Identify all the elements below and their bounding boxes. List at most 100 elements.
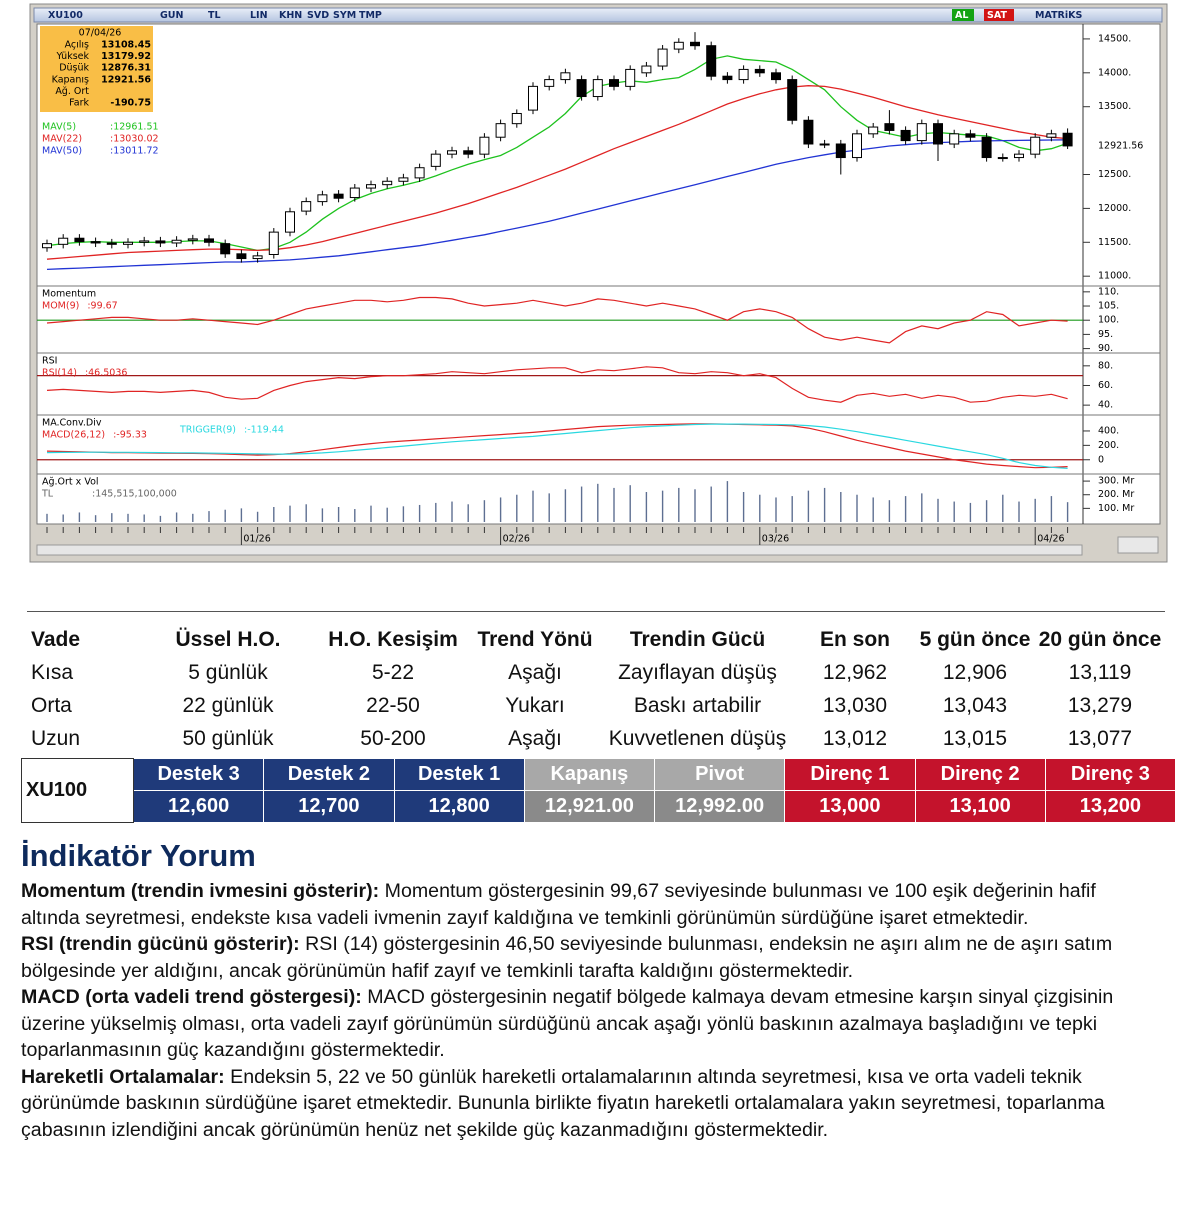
level-header: Direnç 1 xyxy=(784,758,916,791)
y-tick-label: 80. xyxy=(1098,360,1113,371)
candle-body xyxy=(204,238,214,243)
comment-title: İndikatör Yorum xyxy=(21,838,256,873)
comment-text: MACD göstergesinin negatif bölgede kalma… xyxy=(21,986,1114,1061)
header-cell: Üssel H.O. xyxy=(175,627,281,651)
level-value: 12,800 xyxy=(393,790,525,823)
level-value: 12,921.00 xyxy=(523,790,656,823)
legend-value: :-95.33 xyxy=(113,430,147,441)
candle-body xyxy=(576,79,587,98)
candle-body xyxy=(706,45,717,77)
level-value: 13,100 xyxy=(914,790,1046,823)
toolbar-item[interactable]: TMP xyxy=(359,10,382,21)
info-value: 12876.31 xyxy=(101,63,151,74)
toolbar-button xyxy=(952,9,974,21)
info-box xyxy=(40,26,153,112)
candle-body xyxy=(106,242,117,245)
toolbar-item[interactable]: LIN xyxy=(250,10,268,21)
row: Uzun 50 günlük 50-200 Aşağı Kuvvetlenen düşü… xyxy=(27,722,1165,755)
legend-name: MAV(50) xyxy=(42,146,82,157)
y-tick-label: 100. Mr xyxy=(1098,503,1134,514)
moving-average-line xyxy=(46,55,1068,252)
y-tick-label: 13500. xyxy=(1098,101,1131,112)
candle-body xyxy=(609,79,619,87)
toolbar xyxy=(33,7,1163,23)
panel-title: Ağ.Ort x Vol xyxy=(42,477,99,488)
info-label: Düşük xyxy=(59,63,89,74)
toolbar-item[interactable]: SYM xyxy=(333,10,356,21)
y-tick-label: 14000. xyxy=(1098,67,1131,78)
legend-name: TRIGGER(9) xyxy=(179,425,236,436)
candle-body xyxy=(511,112,522,125)
y-tick-label: 12500. xyxy=(1098,169,1131,180)
legend-value: :-119.44 xyxy=(244,425,284,436)
comment-paragraph: Momentum (trendin ivmesini gösterir): Mo… xyxy=(21,878,1136,931)
candle-body xyxy=(236,253,247,260)
cell: 50 günlük xyxy=(182,726,274,750)
cell: 22-50 xyxy=(366,693,420,717)
y-tick-label: 95. xyxy=(1098,329,1113,340)
toolbar-item[interactable]: MATRiKS xyxy=(1035,10,1082,21)
cell: Kuvvetlenen düşüş xyxy=(608,726,787,750)
candle-body xyxy=(997,157,1008,160)
level-value: 13,000 xyxy=(784,790,916,823)
candle-body xyxy=(171,239,182,244)
legend-name: MACD(26,12) xyxy=(42,430,105,441)
moving-average-line xyxy=(46,139,1068,271)
level-header-row: XU100 Destek 3 Destek 2 Destek 1 Kapanış Pivo… xyxy=(21,758,1177,823)
cell: Baskı artabilir xyxy=(633,693,762,717)
row: Orta 22 günlük 22-50 Yukarı Baskı artabilir 1… xyxy=(27,689,1165,722)
toolbar-item[interactable]: XU100 xyxy=(48,10,83,21)
candle-body xyxy=(900,129,911,142)
cell: 22 günlük xyxy=(182,693,274,717)
cell: 13,012 xyxy=(822,726,888,750)
legend-value: :46.5036 xyxy=(85,368,128,379)
candle-body xyxy=(317,194,328,203)
candle-body xyxy=(301,201,312,212)
nav-buttons[interactable] xyxy=(1117,536,1159,554)
comment-paragraph: Hareketli Ortalamalar: Endeksin 5, 22 ve… xyxy=(21,1064,1136,1144)
toolbar-item[interactable]: AL xyxy=(955,10,968,21)
index-name: XU100 xyxy=(21,758,134,823)
header-cell: Trend Yönü xyxy=(477,627,593,651)
comment-lead: Momentum (trendin ivmesini gösterir): xyxy=(21,880,380,902)
scrollbar xyxy=(36,544,1083,556)
toolbar-item[interactable]: SAT xyxy=(987,10,1007,21)
toolbar-item[interactable]: SVD xyxy=(307,10,329,21)
toolbar-item[interactable]: TL xyxy=(208,10,221,21)
toolbar-button xyxy=(984,9,1014,21)
candle-body xyxy=(981,136,992,159)
candle-body xyxy=(722,75,733,81)
level-header: Kapanış xyxy=(523,758,656,791)
candle-body xyxy=(544,79,555,87)
x-tick-label: 01/26 xyxy=(243,534,270,545)
candle-body xyxy=(187,238,198,241)
candle-body xyxy=(819,143,830,146)
cell: Zayıflayan düşüş xyxy=(618,660,777,684)
candle-body xyxy=(528,85,538,111)
candle-body xyxy=(268,231,279,255)
candle-body xyxy=(625,68,636,87)
readout-name: TL xyxy=(41,489,54,500)
info-label: Fark xyxy=(69,98,89,109)
info-date: 07/04/26 xyxy=(79,28,122,39)
cell: Uzun xyxy=(31,726,81,750)
candle-body xyxy=(560,72,571,81)
candle-body xyxy=(252,255,263,260)
level-value: 12,600 xyxy=(132,790,265,823)
y-tick-label: 11000. xyxy=(1098,271,1131,282)
y-tick-label: 0 xyxy=(1098,454,1104,465)
panel-title: MA.Conv.Div xyxy=(42,418,102,429)
toolbar-item[interactable]: GUN xyxy=(160,10,184,21)
info-label: Ağ. Ort xyxy=(55,86,89,97)
candle-body xyxy=(333,193,344,199)
candle-body xyxy=(803,119,814,145)
info-value: 13108.45 xyxy=(101,40,151,51)
toolbar-item[interactable]: KHN xyxy=(279,10,302,21)
header-cell: 5 gün önce xyxy=(919,627,1031,651)
comment-text: RSI (14) göstergesinin 46,50 seviyesinde… xyxy=(21,933,1113,982)
level-header: Pivot xyxy=(653,758,786,791)
info-value: 13179.92 xyxy=(101,51,151,62)
candle-body xyxy=(657,48,668,67)
indicator-line xyxy=(46,366,1068,403)
